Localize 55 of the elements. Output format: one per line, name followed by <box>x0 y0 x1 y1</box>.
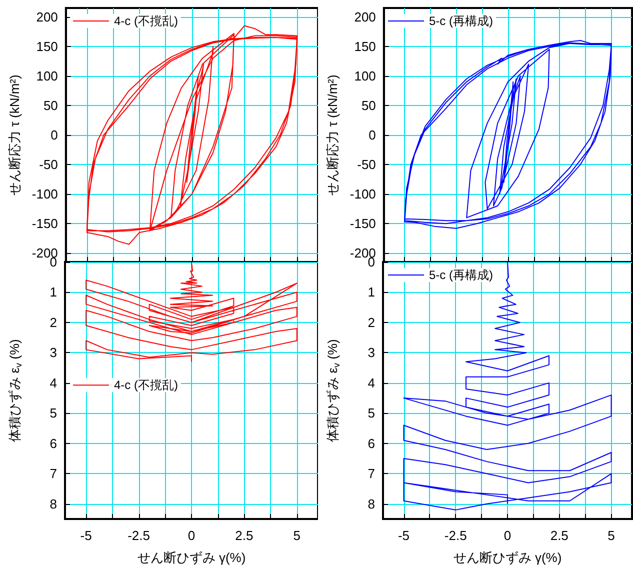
y-tick-label: 6 <box>50 436 57 451</box>
x-tick-label: 5 <box>608 528 615 543</box>
y-tick-label: -150 <box>32 216 58 232</box>
y-tick-label: 5 <box>50 406 57 421</box>
y-axis-title: せん断応力 τ (kN/m²) <box>7 74 22 196</box>
y-tick-label: 2 <box>50 314 57 330</box>
y-tick-label: -50 <box>39 157 58 172</box>
line-series <box>404 40 612 229</box>
y-tick-label: 3 <box>368 345 375 360</box>
y-tick-label: 3 <box>50 345 57 360</box>
legend-label: 5-c (再構成) <box>429 268 493 282</box>
y-tick-label: 7 <box>368 466 375 482</box>
y-tick-label: -100 <box>32 186 58 202</box>
y-tick-label: -100 <box>350 186 376 202</box>
x-tick-label: 2.5 <box>550 528 568 543</box>
y-tick-label: 0 <box>368 128 376 142</box>
y-tick-label: 100 <box>354 68 376 84</box>
x-tick-label: 2.5 <box>235 528 254 543</box>
x-tick-label: 0 <box>504 528 512 543</box>
y-tick-label: 200 <box>354 9 376 24</box>
y-tick-label: 1 <box>368 284 375 300</box>
legend-label: 5-c (再構成) <box>429 14 493 28</box>
y-tick-label: 150 <box>36 38 58 54</box>
x-axis-title: せん断ひずみ γ(%) <box>137 550 246 565</box>
y-tick-label: 7 <box>50 466 57 482</box>
y-tick-label: 50 <box>43 98 58 113</box>
y-tick-label: 2 <box>368 314 375 330</box>
y-tick-label: 150 <box>354 38 376 54</box>
y-tick-label: 8 <box>50 496 57 512</box>
y-axis-title: せん断応力 τ (kN/m²) <box>325 74 340 196</box>
x-tick-label: 5 <box>293 528 301 543</box>
x-tick-label: -5 <box>398 528 410 543</box>
x-tick-label: -2.5 <box>128 528 150 543</box>
x-axis-title: せん断ひずみ γ(%) <box>453 550 562 565</box>
line-series <box>86 262 298 362</box>
y-tick-label: 0 <box>50 128 58 142</box>
legend-label: 4-c (不撹乱) <box>114 14 178 28</box>
y-tick-label: 8 <box>368 496 375 512</box>
y-tick-label: 100 <box>36 68 58 84</box>
y-tick-label: 6 <box>368 436 375 451</box>
line-series <box>403 262 612 510</box>
y-tick-label: 50 <box>361 98 376 113</box>
y-tick-label: -50 <box>357 157 376 172</box>
y-tick-label: -150 <box>350 216 376 232</box>
x-tick-label: -2.5 <box>444 528 467 543</box>
y-tick-label: 4 <box>50 375 57 390</box>
legend-label: 4-c (不撹乱) <box>114 378 178 392</box>
y-tick-label: 1 <box>50 284 57 300</box>
y-tick-label: 4 <box>368 375 375 390</box>
y-axis-title: 体積ひずみ εv (%) <box>325 339 342 442</box>
x-tick-label: 0 <box>188 528 196 543</box>
x-tick-label: -5 <box>80 528 92 543</box>
y-tick-label: 5 <box>368 406 375 421</box>
y-tick-label: 200 <box>36 9 58 24</box>
y-axis-title: 体積ひずみ εv (%) <box>7 339 24 442</box>
